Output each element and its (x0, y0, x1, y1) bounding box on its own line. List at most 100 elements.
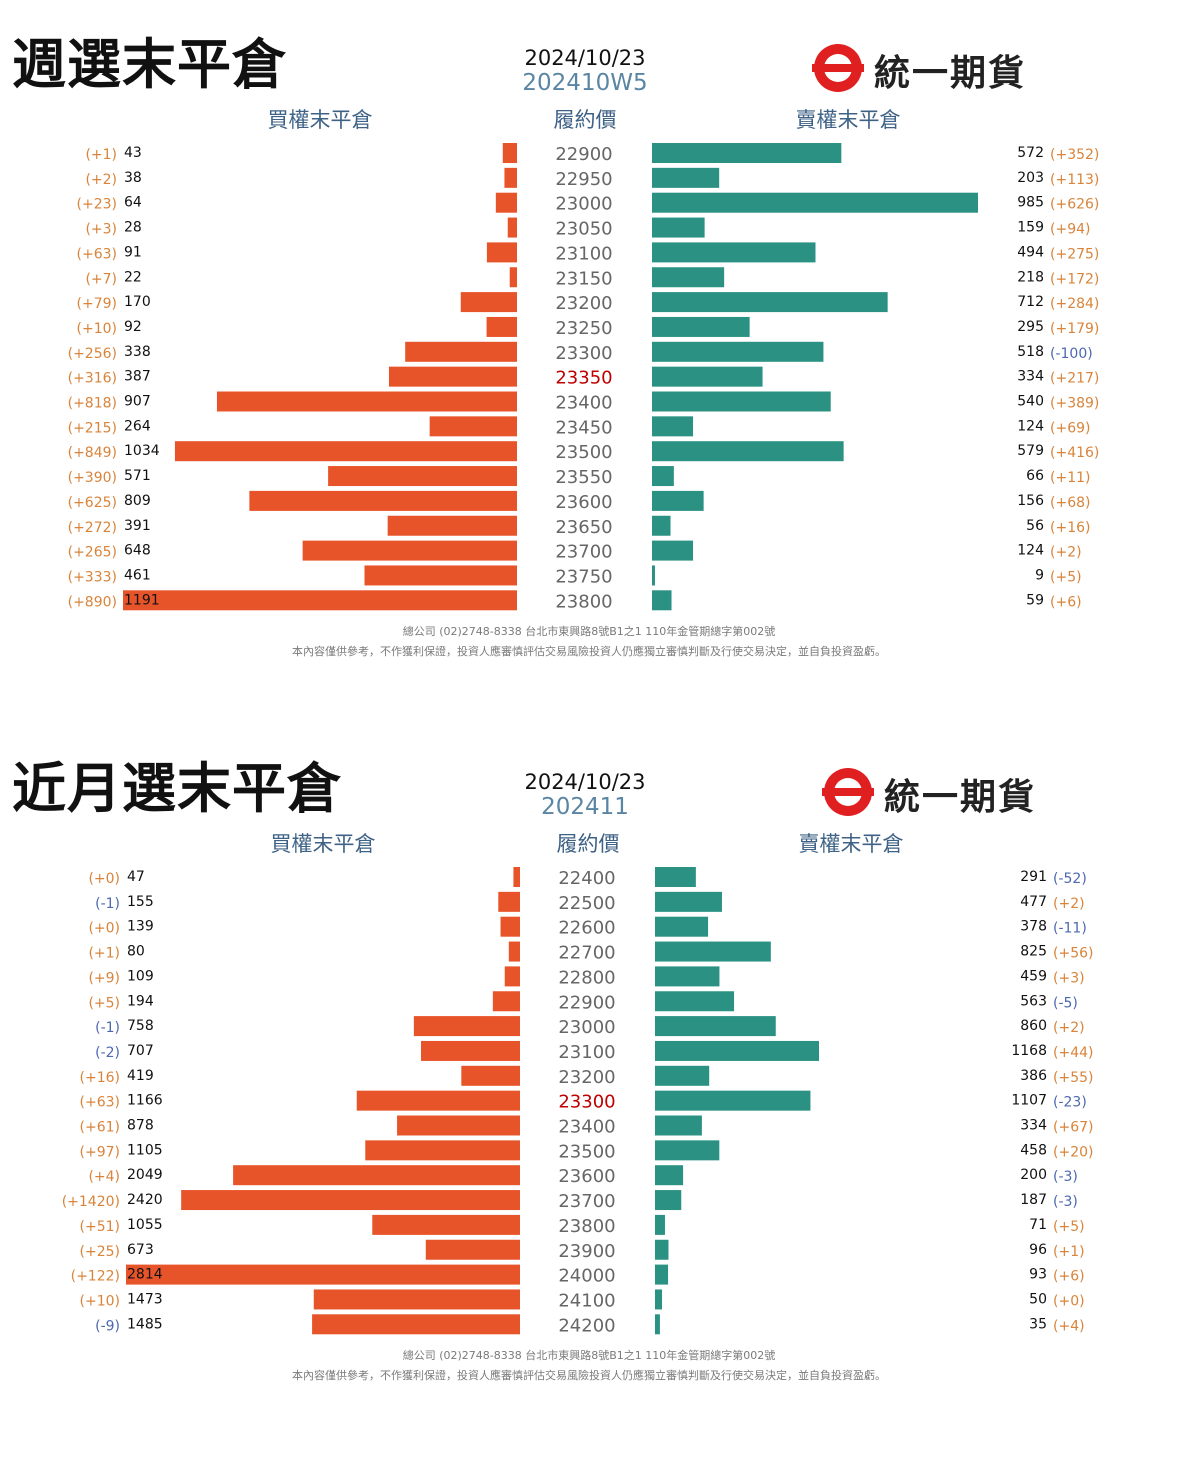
call-change-label: (+9) (88, 970, 120, 986)
strike-label: 23300 (555, 343, 612, 364)
put-value-label: 35 (1029, 1316, 1047, 1332)
call-bar (364, 565, 517, 586)
strike-label: 23250 (555, 318, 612, 339)
put-bar (652, 441, 844, 462)
strike-label: 23400 (555, 393, 612, 414)
call-bar (504, 966, 520, 987)
call-value-label: 91 (124, 244, 142, 260)
call-change-label: (+1) (85, 147, 117, 163)
put-value-label: 378 (1020, 919, 1047, 935)
put-change-label: (+94) (1050, 222, 1090, 238)
put-value-label: 334 (1017, 369, 1044, 385)
put-value-label: 159 (1017, 220, 1044, 236)
put-value-label: 71 (1029, 1217, 1047, 1233)
put-change-label: (-100) (1050, 346, 1093, 362)
put-bar (655, 1140, 720, 1161)
put-change-label: (-23) (1053, 1095, 1087, 1111)
page-title: 近月選末平倉 (12, 757, 342, 820)
call-change-label: (+2) (85, 172, 117, 188)
put-value-label: 93 (1029, 1267, 1047, 1283)
call-change-label: (+61) (80, 1120, 120, 1136)
call-bar (486, 242, 517, 263)
put-value-label: 187 (1020, 1192, 1047, 1208)
call-value-label: 43 (124, 145, 142, 161)
strike-label: 23500 (558, 1141, 615, 1162)
atm-strike-label: 23350 (555, 368, 612, 389)
put-change-label: (-11) (1053, 921, 1087, 937)
put-value-label: 494 (1017, 244, 1044, 260)
call-bar (181, 1190, 521, 1211)
call-bar (233, 1165, 520, 1186)
put-value-label: 334 (1020, 1118, 1047, 1134)
strike-label: 23600 (558, 1166, 615, 1187)
call-change-label: (+79) (77, 296, 117, 312)
put-oi-header: 賣權末平倉 (798, 832, 904, 856)
call-value-label: 809 (124, 493, 151, 509)
put-change-label: (+2) (1053, 896, 1085, 912)
put-value-label: 50 (1029, 1291, 1047, 1307)
call-change-label: (+4) (88, 1169, 120, 1185)
call-value-label: 80 (127, 944, 145, 960)
strike-label: 23100 (558, 1042, 615, 1063)
call-change-label: (+63) (80, 1095, 120, 1111)
put-bar (652, 167, 720, 188)
call-value-label: 1105 (127, 1142, 163, 1158)
put-value-label: 218 (1017, 269, 1044, 285)
call-change-label: (+890) (68, 594, 117, 610)
strike-label: 22800 (558, 967, 615, 988)
call-bar (313, 1289, 520, 1310)
put-change-label: (+416) (1050, 445, 1099, 461)
put-change-label: (+0) (1053, 1293, 1085, 1309)
strike-label: 23900 (558, 1241, 615, 1262)
call-bar (508, 941, 520, 962)
put-bar (652, 466, 674, 487)
call-value-label: 673 (127, 1242, 154, 1258)
put-bar (652, 590, 672, 611)
put-bar (655, 867, 696, 887)
call-change-label: (+10) (77, 321, 117, 337)
put-change-label: (+67) (1053, 1120, 1093, 1136)
put-bar (655, 891, 722, 912)
strike-label: 24000 (558, 1266, 615, 1287)
strike-label: 23400 (558, 1117, 615, 1138)
put-bar (652, 540, 694, 561)
call-bar (495, 192, 517, 213)
put-bar (652, 515, 671, 536)
call-change-label: (+23) (77, 197, 117, 213)
put-change-label: (+284) (1050, 296, 1099, 312)
put-bar (655, 916, 709, 937)
call-change-label: (+97) (80, 1144, 120, 1160)
call-change-label: (+849) (68, 445, 117, 461)
call-change-label: (-9) (95, 1318, 120, 1334)
put-value-label: 56 (1026, 518, 1044, 534)
strike-label: 23450 (555, 417, 612, 438)
put-bar (652, 316, 750, 337)
call-change-label: (+16) (80, 1070, 120, 1086)
call-change-label: (+625) (68, 495, 117, 511)
call-value-label: 109 (127, 968, 154, 984)
put-value-label: 200 (1020, 1167, 1047, 1183)
call-bar (461, 1065, 520, 1086)
footer: 總公司 (02)2748-8338 台北市東興路8號B1之1 110年金管期總字… (0, 622, 1178, 662)
strike-label: 22900 (555, 144, 612, 165)
put-change-label: (+11) (1050, 470, 1090, 486)
put-change-label: (+69) (1050, 420, 1090, 436)
put-value-label: 9 (1035, 567, 1044, 583)
call-bar (328, 466, 517, 487)
call-bar (387, 515, 517, 536)
call-bar (429, 416, 517, 437)
call-change-label: (+10) (80, 1293, 120, 1309)
put-bar (655, 1090, 811, 1111)
strike-label: 23200 (558, 1067, 615, 1088)
strike-label: 23000 (555, 194, 612, 215)
call-change-label: (+122) (71, 1269, 120, 1285)
call-bar (502, 143, 517, 163)
strike-label: 24200 (558, 1315, 615, 1336)
put-change-label: (+389) (1050, 396, 1099, 412)
put-value-label: 66 (1026, 468, 1044, 484)
call-bar (388, 366, 517, 387)
call-bar (174, 441, 517, 462)
call-bar (216, 391, 517, 412)
contract-code: 202410W5 (522, 70, 648, 96)
put-bar (655, 1016, 776, 1037)
